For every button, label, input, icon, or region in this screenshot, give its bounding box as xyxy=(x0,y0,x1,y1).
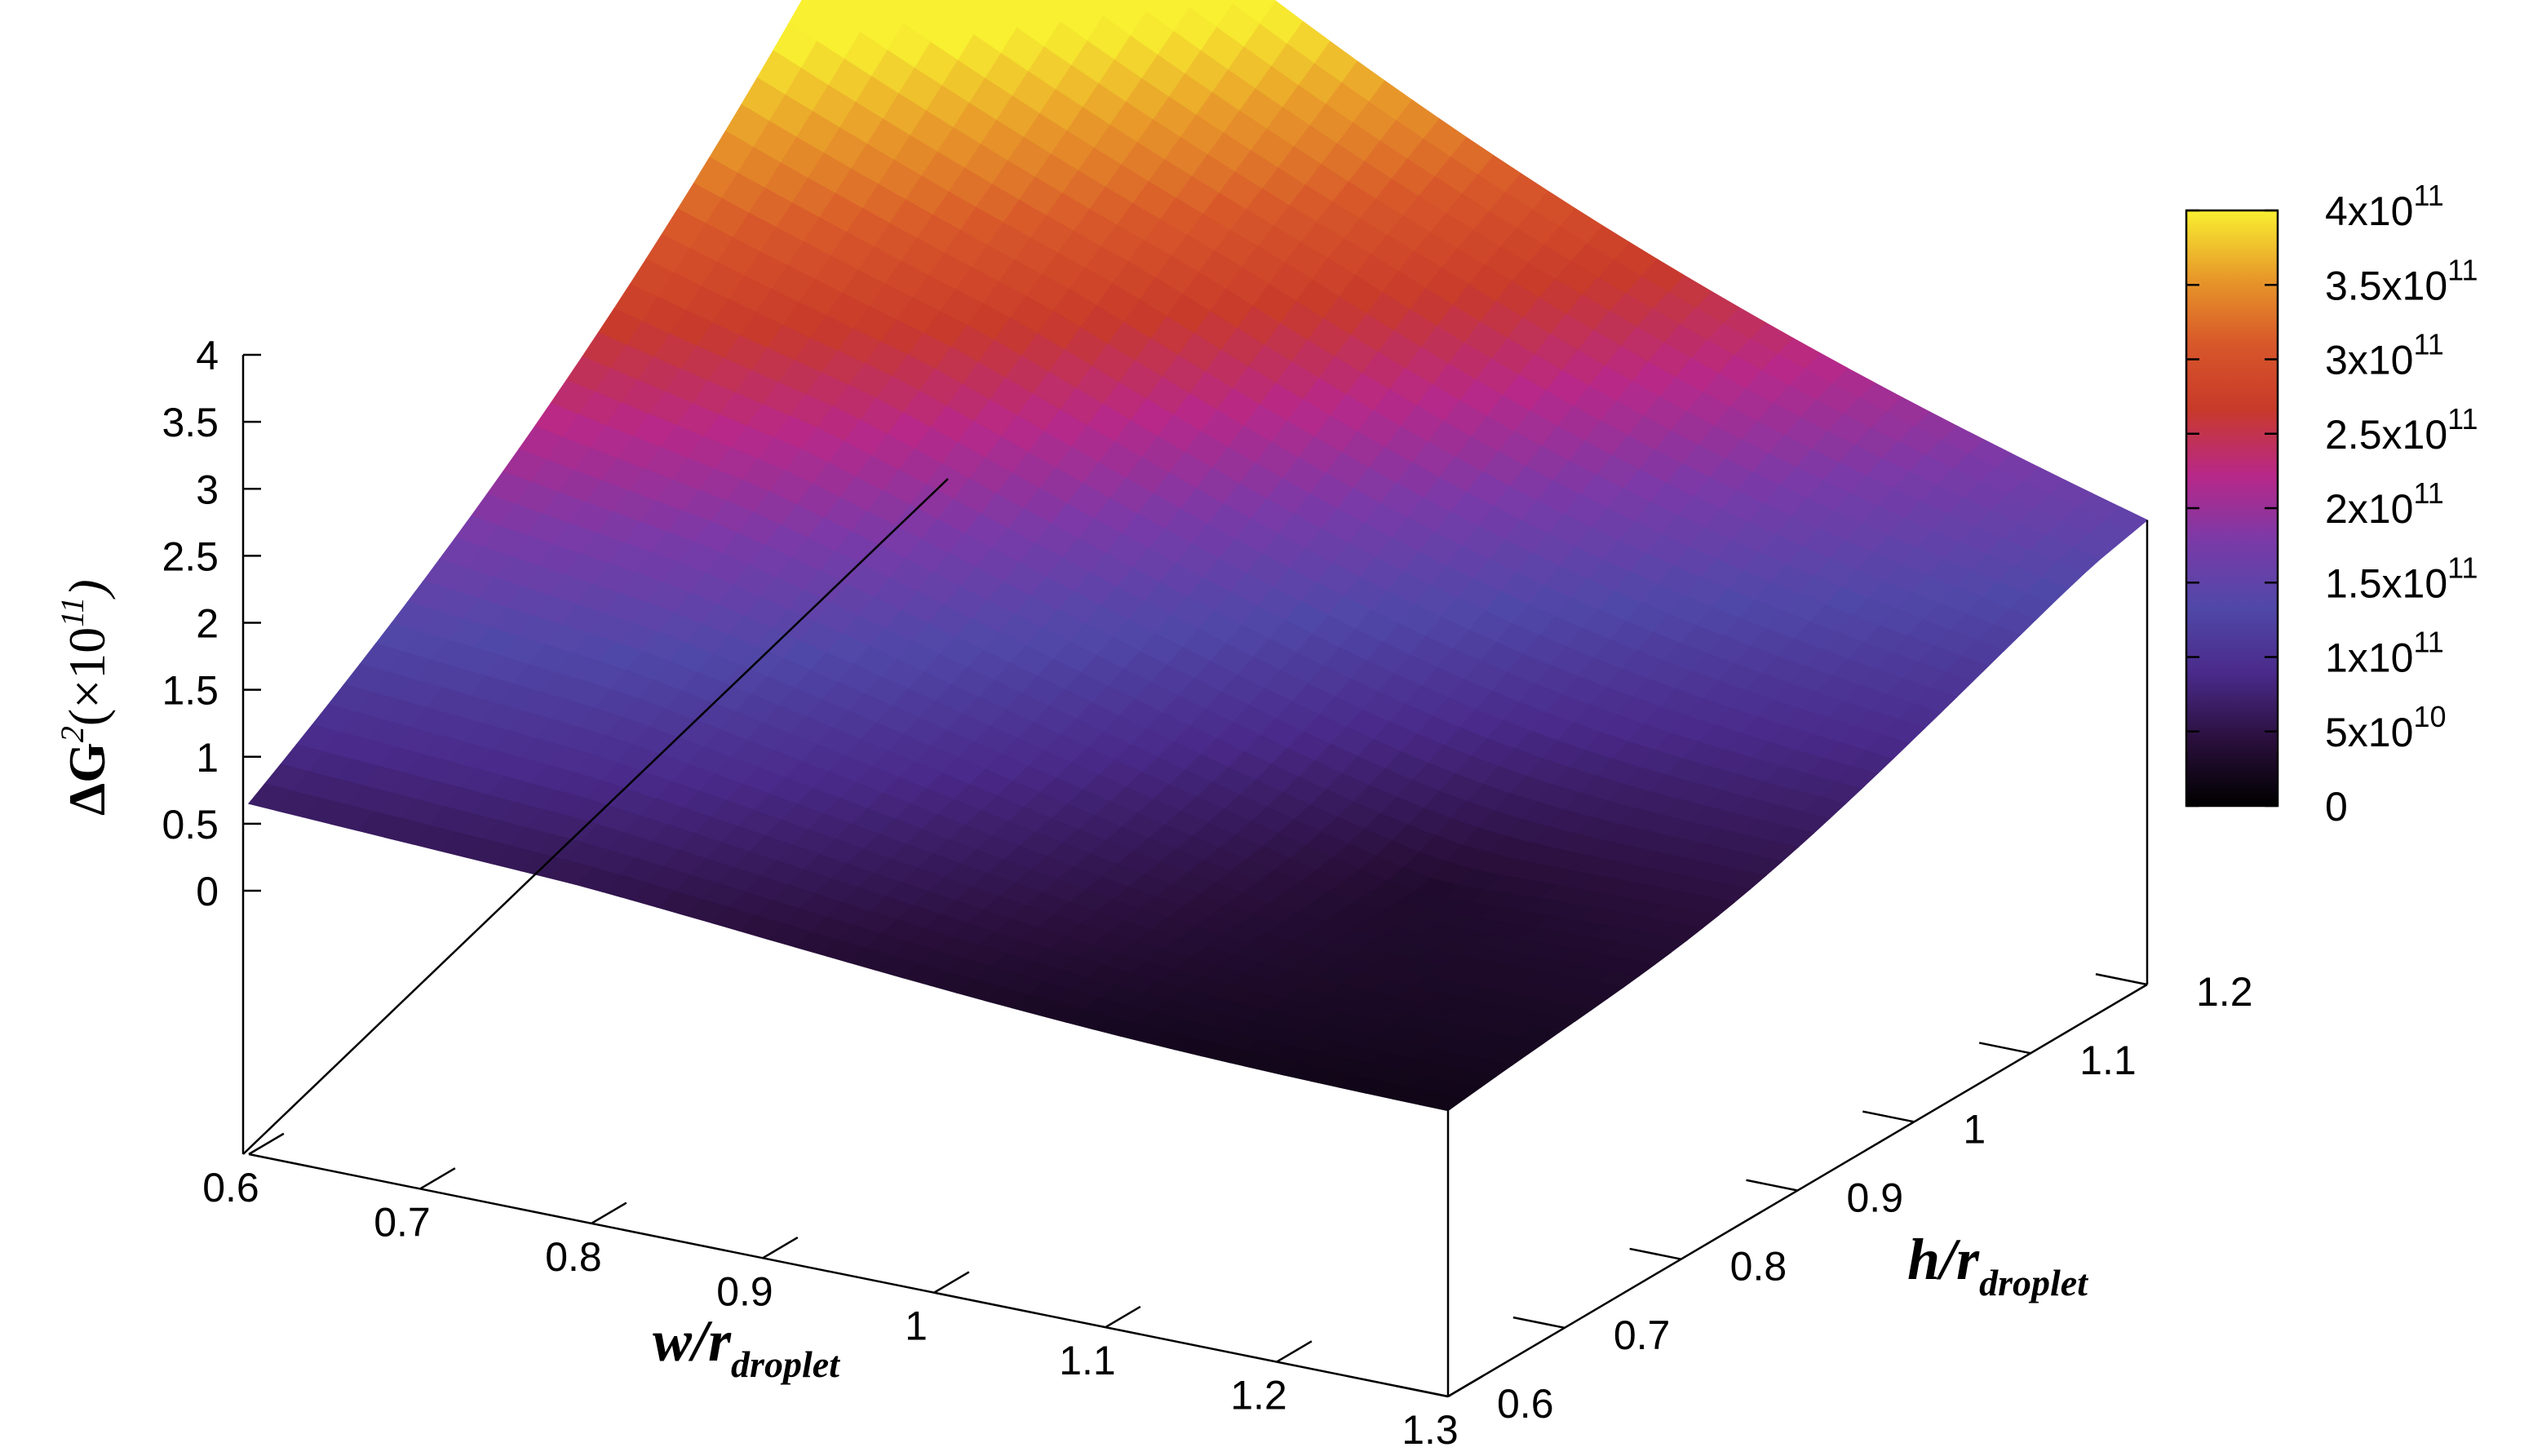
y-axis-title-main: h/r xyxy=(1907,1227,1980,1292)
colorbar-tick-label: 3x1011 xyxy=(2325,328,2444,383)
x-tick-label: 1.2 xyxy=(1230,1373,1287,1418)
colorbar-tick-label: 4x1011 xyxy=(2325,179,2444,234)
y-tick-label: 0.9 xyxy=(1847,1175,1904,1221)
colorbar-tick-label: 0 xyxy=(2325,784,2348,830)
z-tick-label: 0.5 xyxy=(162,802,219,847)
tick-mark xyxy=(1105,1305,1141,1329)
tick-mark xyxy=(1512,1316,1566,1330)
back-left-base-edge xyxy=(242,478,949,1155)
x-tick-label: 1 xyxy=(905,1303,928,1349)
y-axis-title: h/rdroplet xyxy=(1907,1227,2088,1303)
y-tick-label: 0.7 xyxy=(1614,1312,1671,1358)
tick-mark xyxy=(933,1271,970,1294)
tick-labels: 0 0.5 1 1.5 2 2.5 3 3.5 4 0.6 0.7 0.8 0.9 1 1.1 1.2 1.3 0… xyxy=(162,333,2252,1453)
z-tick-label: 0 xyxy=(196,869,219,914)
z-tick-label: 4 xyxy=(196,333,219,378)
z-tick-label: 2 xyxy=(196,601,219,647)
y-axis-title-sub: droplet xyxy=(1979,1262,2088,1303)
tick-mark xyxy=(2095,973,2148,986)
colorbar-tick-label: 2.5x1011 xyxy=(2325,402,2478,458)
tick-mark xyxy=(1862,1110,1915,1123)
z-tick-label: 1 xyxy=(196,735,219,781)
tick-mark xyxy=(1978,1042,2031,1055)
y-tick-label: 1.2 xyxy=(2196,969,2253,1015)
tick-mark xyxy=(1447,1374,1484,1398)
y-tick-label: 0.8 xyxy=(1730,1244,1787,1290)
z-tick-label: 1.5 xyxy=(162,668,219,714)
z-axis-title-exp: 11 xyxy=(54,597,91,627)
colorbar-tick-label: 3.5x1011 xyxy=(2325,253,2478,308)
z-tick-label: 3.5 xyxy=(162,400,219,445)
tick-mark xyxy=(1629,1247,1681,1260)
x-axis-title-main: w/r xyxy=(653,1308,732,1374)
y-tick-label: 1 xyxy=(1963,1106,1986,1152)
tick-mark xyxy=(1746,1179,1798,1192)
x-tick-label: 1.1 xyxy=(1059,1338,1116,1383)
y-tick-label: 0.6 xyxy=(1497,1381,1554,1427)
x-tick-label: 0.6 xyxy=(202,1165,259,1210)
tick-mark xyxy=(419,1167,456,1190)
x-tick-label: 0.9 xyxy=(716,1268,773,1314)
z-axis-title: ΔG2(×1011) xyxy=(54,579,116,816)
x-tick-label: 0.7 xyxy=(374,1199,431,1245)
surface-mesh xyxy=(247,0,2149,1112)
colorbar-tick-label: 1.5x1011 xyxy=(2325,551,2478,606)
z-tick-label: 2.5 xyxy=(162,533,219,579)
tick-mark xyxy=(1396,1385,1449,1398)
colorbar-tick-label: 5x1010 xyxy=(2325,700,2446,755)
colorbar-tick-label: 1x1011 xyxy=(2325,626,2444,681)
x-axis-title: w/rdroplet xyxy=(653,1308,840,1385)
tick-mark xyxy=(762,1236,799,1259)
z-tick-label: 3 xyxy=(196,467,219,512)
colorbar-ticks: 0 5x1010 1x1011 1.5x1011 2x1011 2.5x1011 3x101… xyxy=(2186,179,2478,830)
z-axis-title-sup: 2 xyxy=(54,726,91,742)
colorbar-tick-label: 2x1011 xyxy=(2325,476,2444,532)
tick-mark xyxy=(1276,1340,1313,1363)
x-axis-title-sub: droplet xyxy=(731,1343,840,1385)
z-axis-title-close: ) xyxy=(58,579,116,600)
x-tick-label: 1.3 xyxy=(1402,1407,1459,1453)
surface-facet xyxy=(247,783,293,812)
x-axis-line xyxy=(248,1153,1449,1398)
colorbar-gradient xyxy=(2185,209,2279,808)
tick-mark xyxy=(248,1132,285,1156)
z-axis-title-open: (×10 xyxy=(58,627,116,726)
x-tick-label: 0.8 xyxy=(545,1234,602,1280)
tick-mark xyxy=(591,1202,627,1224)
y-tick-label: 1.1 xyxy=(2079,1038,2137,1083)
colorbar: 0 5x1010 1x1011 1.5x1011 2x1011 2.5x1011 3x101… xyxy=(2185,179,2478,830)
z-axis-title-main: ΔG xyxy=(58,742,116,816)
